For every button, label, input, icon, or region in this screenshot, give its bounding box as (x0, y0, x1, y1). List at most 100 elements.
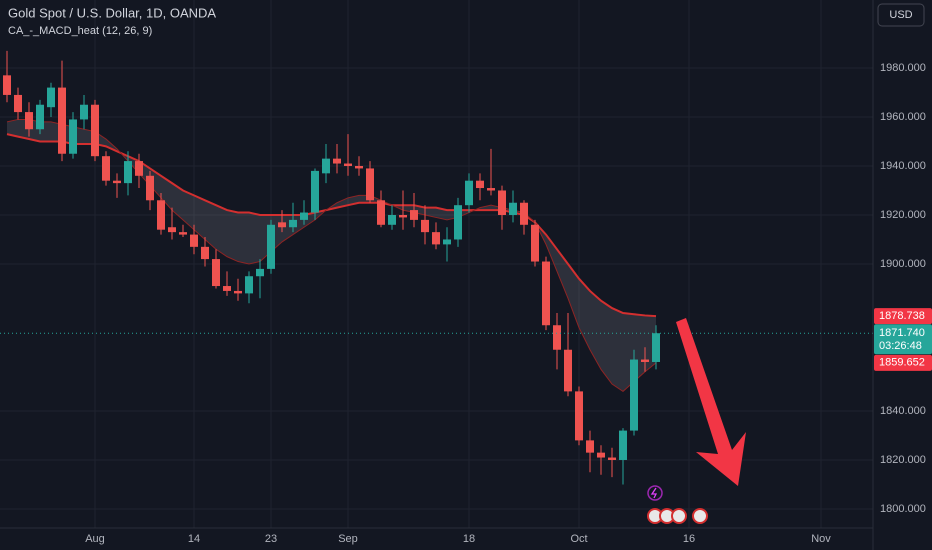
candle-body (432, 232, 440, 245)
x-tick-label: Sep (338, 533, 358, 545)
candle-body (47, 87, 55, 108)
candle-body (487, 188, 495, 191)
candle-body (388, 214, 396, 225)
candle-body (91, 104, 99, 157)
price-badge-label: 1878.738 (879, 310, 925, 322)
candle-body (124, 161, 132, 184)
candle-body (520, 202, 528, 225)
price-badge (874, 354, 932, 371)
candle-body (3, 75, 11, 95)
candle-body (344, 163, 352, 166)
candle-body (421, 219, 429, 233)
candle-body (267, 224, 275, 269)
candle-body (597, 452, 605, 458)
candle-body (157, 200, 165, 230)
candle-body (553, 325, 561, 350)
chart-title: Gold Spot / U.S. Dollar, 1D, OANDA (8, 5, 216, 20)
economic-events[interactable] (647, 508, 708, 524)
candle-body (179, 232, 187, 235)
candle-body (300, 212, 308, 220)
candle-body (652, 333, 660, 362)
y-tick-label: 1940.000 (880, 160, 926, 172)
x-tick-label: Nov (811, 533, 831, 545)
y-tick-label: 1820.000 (880, 454, 926, 466)
candle-body (311, 170, 319, 213)
x-tick-label: Oct (570, 533, 587, 545)
x-tick-label: 18 (463, 533, 475, 545)
price-badge (874, 308, 932, 325)
countdown-label: 03:26:48 (879, 340, 922, 352)
axes: 1800.000 1820.000 1840.000 1900.000 1920.000… (85, 62, 932, 545)
candle-body (366, 168, 374, 201)
candle-body (410, 210, 418, 220)
candle-body (498, 190, 506, 215)
flag-icon[interactable] (692, 508, 708, 524)
last-price-label: 1871.740 (879, 327, 925, 339)
price-badge-label: 1859.652 (879, 357, 925, 369)
candle-body (102, 156, 110, 181)
candle-body (322, 158, 330, 174)
plot (0, 50, 873, 485)
candle-body (190, 234, 198, 247)
candle-body (168, 227, 176, 233)
arrow-annotation (676, 318, 746, 486)
candle-body (135, 161, 143, 176)
currency-button[interactable] (877, 3, 925, 27)
event-icon[interactable] (647, 485, 663, 501)
candle-body (234, 290, 242, 294)
event-icon-bolt (650, 487, 658, 499)
candle-body (630, 359, 638, 431)
candle-body (399, 214, 407, 218)
candle-body (454, 205, 462, 240)
candle-body (201, 246, 209, 260)
candle-body (212, 259, 220, 287)
candle-body (245, 276, 253, 294)
candle-body (69, 119, 77, 154)
candle-body (25, 112, 33, 130)
candle-body (36, 104, 44, 130)
indicator-label: CA_-_MACD_heat (12, 26, 9) (8, 25, 152, 37)
candle-body (223, 286, 231, 291)
candle-body (586, 440, 594, 453)
candle-body (619, 430, 627, 460)
candle-body (531, 224, 539, 262)
y-tick-label: 1980.000 (880, 62, 926, 74)
candle-body (575, 391, 583, 441)
flag-icon[interactable] (671, 508, 687, 524)
x-tick-label: Aug (85, 533, 105, 545)
candle-body (355, 165, 363, 169)
y-tick-label: 1920.000 (880, 209, 926, 221)
candle-body (608, 457, 616, 460)
x-tick-label: 14 (188, 533, 200, 545)
overlay-cloud (7, 119, 656, 392)
x-tick-label: 16 (683, 533, 695, 545)
candle-body (80, 104, 88, 120)
candle-body (14, 94, 22, 113)
y-tick-label: 1800.000 (880, 503, 926, 515)
candle-body (465, 180, 473, 206)
candle-body (113, 180, 121, 184)
y-tick-label: 1840.000 (880, 405, 926, 417)
overlay-line (6, 118, 657, 393)
candle-body (476, 180, 484, 189)
candle-body (256, 268, 264, 277)
currency-label[interactable]: USD (889, 9, 912, 21)
candle-body (641, 359, 649, 362)
candle-body (564, 349, 572, 392)
overlay-line (6, 133, 657, 318)
y-tick-label: 1960.000 (880, 111, 926, 123)
candle-body (289, 219, 297, 228)
candle-body (542, 261, 550, 326)
candle-body (146, 175, 154, 201)
y-tick-label: 1900.000 (880, 258, 926, 270)
candle-body (58, 87, 66, 154)
candle-body (377, 200, 385, 225)
last-price-badge (874, 324, 932, 355)
candle-body (443, 239, 451, 245)
candle-body (333, 158, 341, 164)
candle-body (278, 222, 286, 228)
candle-body (509, 202, 517, 215)
